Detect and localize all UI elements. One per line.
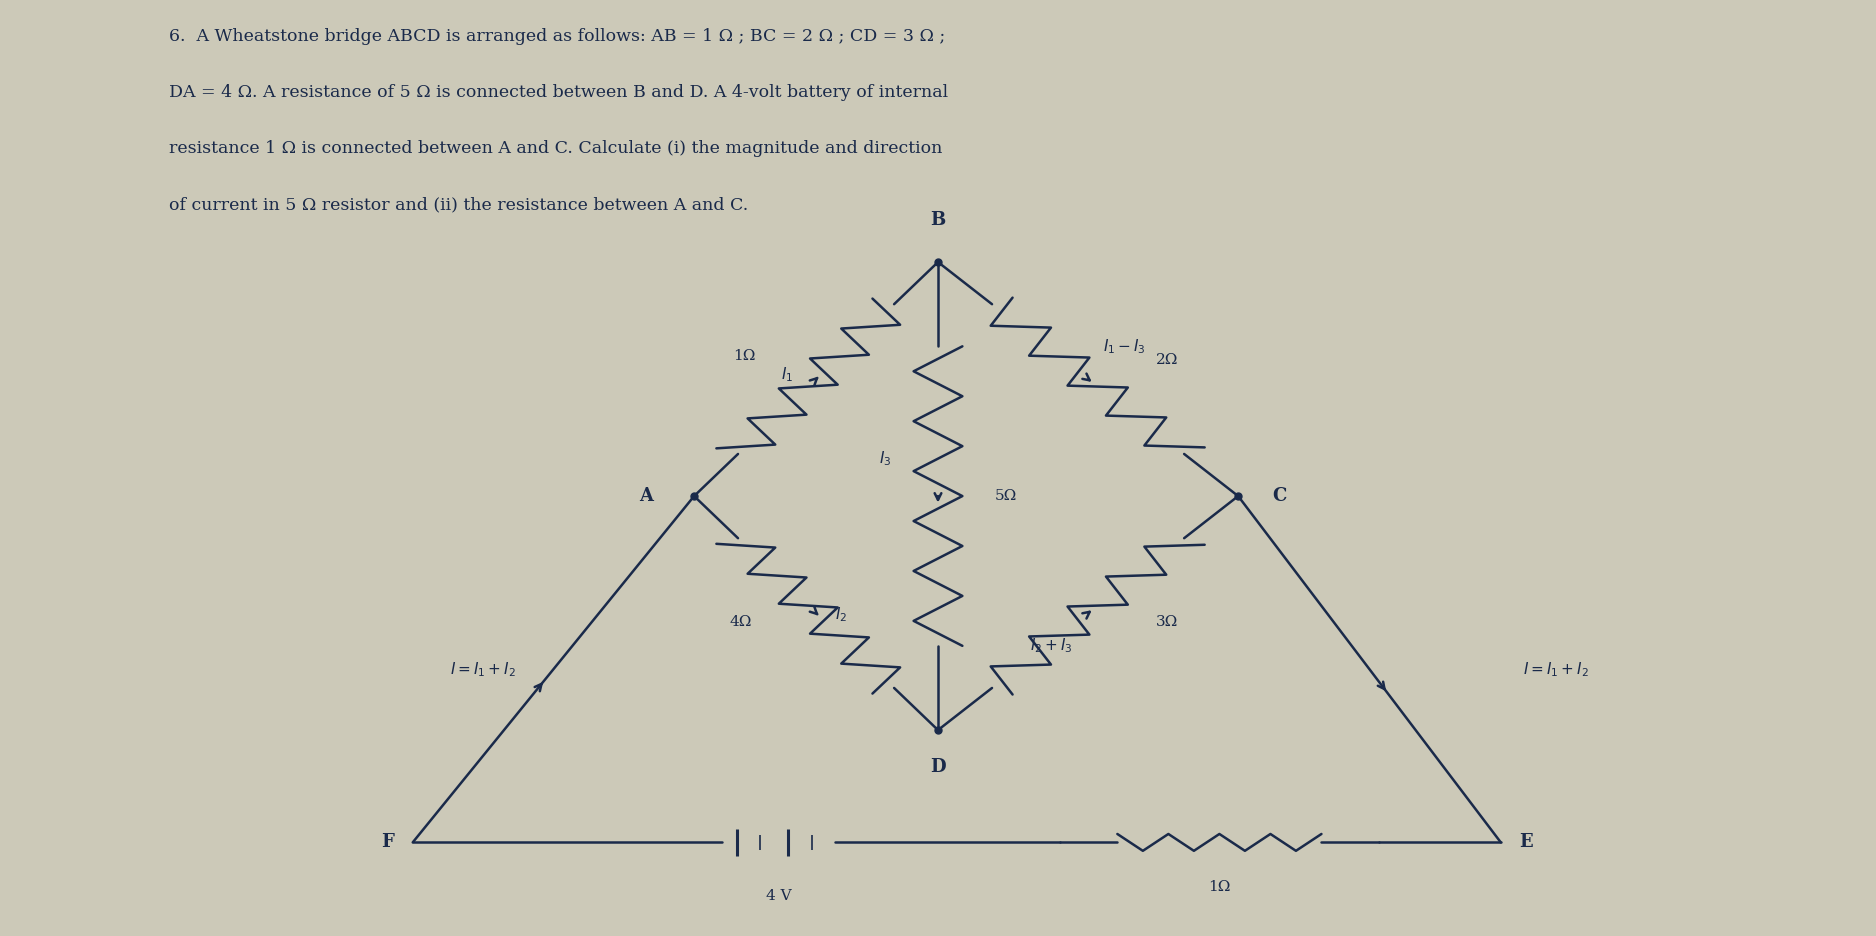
- Text: $I_2 + I_3$: $I_2 + I_3$: [1030, 636, 1073, 655]
- Text: 6.  A Wheatstone bridge ABCD is arranged as follows: AB = 1 Ω ; BC = 2 Ω ; CD = : 6. A Wheatstone bridge ABCD is arranged …: [169, 28, 946, 45]
- Text: E: E: [1520, 833, 1533, 852]
- Text: 2Ω: 2Ω: [1156, 354, 1178, 367]
- Text: 1Ω: 1Ω: [734, 349, 756, 362]
- Text: B: B: [930, 212, 946, 229]
- Text: $I_3$: $I_3$: [878, 449, 891, 468]
- Text: resistance 1 Ω is connected between A and C. Calculate (i) the magnitude and dir: resistance 1 Ω is connected between A an…: [169, 140, 942, 157]
- Text: 4 V: 4 V: [765, 889, 792, 903]
- Text: 5Ω: 5Ω: [994, 490, 1017, 503]
- Text: C: C: [1272, 487, 1287, 505]
- Text: D: D: [930, 758, 946, 776]
- Text: DA = 4 Ω. A resistance of 5 Ω is connected between B and D. A 4-volt battery of : DA = 4 Ω. A resistance of 5 Ω is connect…: [169, 84, 947, 101]
- Text: $I_1 - I_3$: $I_1 - I_3$: [1103, 337, 1146, 356]
- Text: F: F: [381, 833, 394, 852]
- Text: $I_2$: $I_2$: [835, 606, 846, 624]
- Text: 3Ω: 3Ω: [1156, 616, 1178, 629]
- Text: $I = I_1 + I_2$: $I = I_1 + I_2$: [1523, 660, 1589, 679]
- Text: 1Ω: 1Ω: [1208, 880, 1231, 894]
- Text: of current in 5 Ω resistor and (ii) the resistance between A and C.: of current in 5 Ω resistor and (ii) the …: [169, 197, 749, 213]
- Text: 4Ω: 4Ω: [730, 616, 752, 629]
- Text: $I_1$: $I_1$: [780, 365, 794, 384]
- Text: $I = I_1 + I_2$: $I = I_1 + I_2$: [450, 660, 516, 679]
- Text: A: A: [640, 487, 653, 505]
